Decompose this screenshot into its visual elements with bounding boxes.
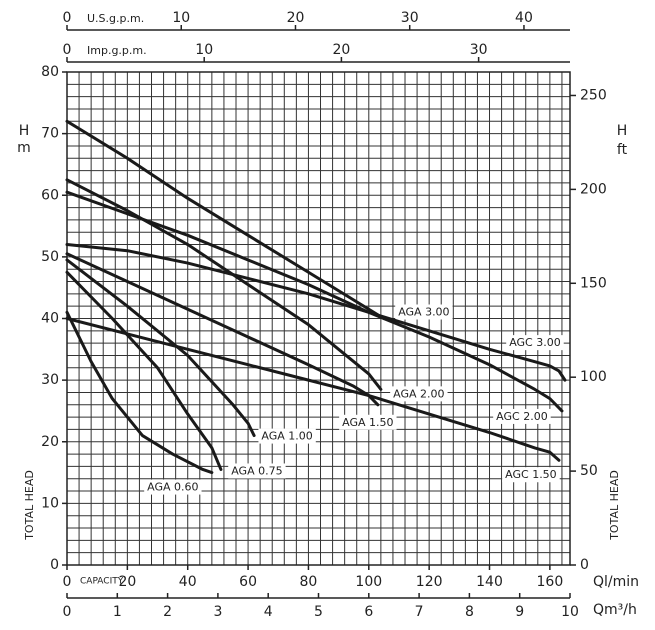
x-label: Ql/min [593,574,639,590]
top-axis-tick-label: 0 [63,10,72,26]
curve-label: AGA 0.60 [147,481,198,494]
bottom-axis-tick-label: 2 [163,604,172,620]
curve-label-bg [258,428,316,444]
curve-label: AGA 1.00 [261,430,312,443]
side-label-left: TOTAL HEAD [23,470,36,541]
pump-curve [65,317,561,462]
x-tick-label: 0 [63,574,72,590]
y-tick-label: 40 [41,311,59,327]
y2-tick-label: 150 [580,275,607,291]
curve-label-group: AGA 1.50 [339,414,397,430]
top-axis-tick-label: 0 [63,42,72,58]
pump-curve [65,258,256,438]
bottom-axis-tick-label: 10 [561,604,579,620]
curve-label-group: AGA 2.00 [390,386,448,402]
y-tick-label: 80 [41,64,59,80]
top-axis-tick-label: 10 [195,42,213,58]
x-tick-label: 20 [118,574,136,590]
x-caption: CAPACITY [80,577,124,587]
curve-label-group: AGA 1.00 [258,428,316,444]
curve-label-bg [502,467,560,483]
y2-tick-label: 250 [580,87,607,103]
top-axis-tick-label: 30 [401,10,419,26]
y-tick-label: 60 [41,187,59,203]
y2-label: H [617,123,628,139]
bottom-axis-tick-label: 8 [465,604,474,620]
y2-unit: ft [617,142,628,158]
curve-label: AGC 2.00 [496,410,548,423]
y-tick-label: 0 [50,557,59,573]
y2-tick-label: 200 [580,181,607,197]
top-axis-label: U.S.g.p.m. [87,12,144,25]
top-axis-tick-label: 20 [287,10,305,26]
curve-label-bg [228,463,286,479]
y-unit: m [17,140,31,156]
bottom-axis-tick-label: 7 [415,604,424,620]
y-tick-label: 50 [41,249,59,265]
x-tick-label: 40 [179,574,197,590]
bottom-axis-tick-label: 4 [264,604,273,620]
curve-label-group: AGA 0.60 [144,479,202,495]
curve-label-group: AGA 0.75 [228,463,286,479]
curve-label-bg [506,335,564,351]
x-tick-label: 160 [537,574,564,590]
side-label-right: TOTAL HEAD [608,470,621,541]
x-tick-label: 80 [300,574,318,590]
top-axis-label: Imp.g.p.m. [87,44,147,57]
x-tick-label: 60 [239,574,257,590]
bottom-axis-tick-label: 1 [113,604,122,620]
curve-label-group: AGC 2.00 [493,408,551,424]
curve-label-bg [339,414,397,430]
y-tick-label: 70 [41,126,59,142]
bottom-axis-tick-label: 0 [63,604,72,620]
bottom-axis-tick-label: 3 [213,604,222,620]
curve-label: AGC 1.50 [505,468,557,481]
curve-label: AGA 2.00 [393,387,444,400]
curve-label-group: AGC 3.00 [506,335,564,351]
curve-label-bg [493,408,551,424]
top-axis-tick-label: 20 [332,42,350,58]
y-tick-label: 30 [41,372,59,388]
x-tick-label: 120 [416,574,443,590]
bottom-axis-tick-label: 9 [515,604,524,620]
curve-label-group: AGC 1.50 [502,467,560,483]
y2-tick-label: 50 [580,463,598,479]
bottom-axis-tick-label: 5 [314,604,323,620]
curve-label: AGA 3.00 [398,306,449,319]
pump-curve [65,310,214,475]
curve-label: AGA 1.50 [342,416,393,429]
top-axis-tick-label: 10 [172,10,190,26]
top-axis-tick-label: 30 [470,42,488,58]
y-tick-label: 10 [41,495,59,511]
pump-curve [65,243,567,382]
x-tick-label: 140 [476,574,503,590]
y-label: H [19,123,30,139]
top-axis-tick-label: 40 [515,10,533,26]
curve-label-bg [395,304,453,320]
curve-label-group: AGA 3.00 [395,304,453,320]
pump-curve [65,270,223,471]
x-tick-label: 100 [355,574,382,590]
bottom-axis-label: Qm³/h [593,602,637,618]
y2-tick-label: 0 [580,557,589,573]
curve-label-bg [144,479,202,495]
pump-curve [65,190,564,413]
pump-curve [65,119,386,320]
curve-label-bg [390,386,448,402]
curve-label: AGC 3.00 [509,336,561,349]
y2-tick-label: 100 [580,369,607,385]
bottom-axis-tick-label: 6 [364,604,373,620]
pump-curve [65,178,383,391]
y-tick-label: 20 [41,434,59,450]
curve-label: AGA 0.75 [231,464,282,477]
